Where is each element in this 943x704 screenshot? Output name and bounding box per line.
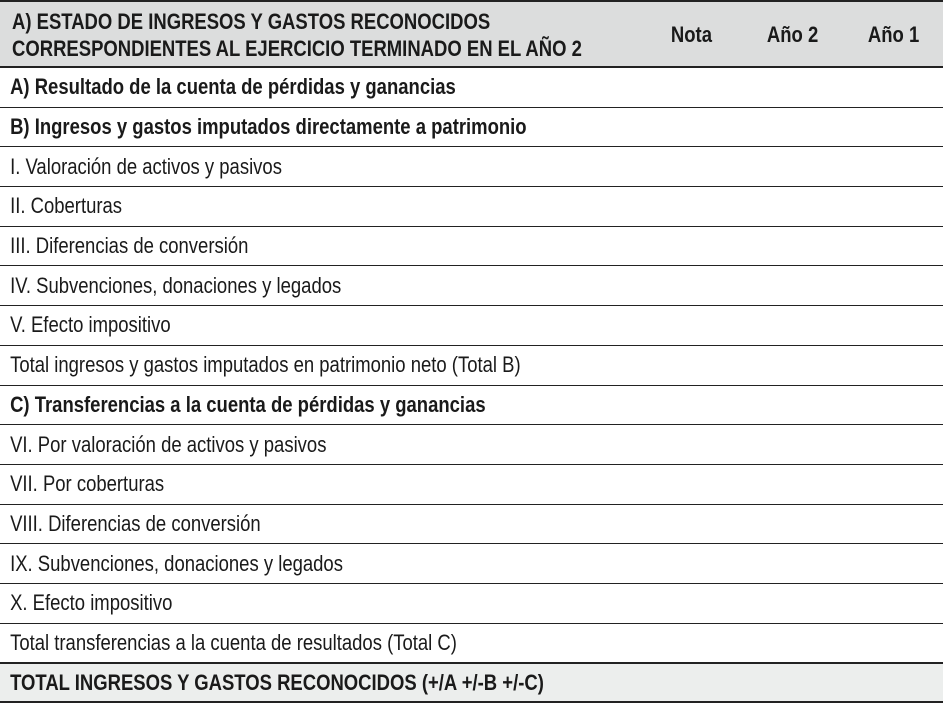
total-row-label: TOTAL INGRESOS Y GASTOS RECONOCIDOS (+/A… xyxy=(10,669,544,695)
title-line-1: A) ESTADO DE INGRESOS Y GASTOS RECONOCID… xyxy=(12,9,491,34)
column-header-nota: Nota xyxy=(670,22,712,47)
table-row: Total ingresos y gastos imputados en pat… xyxy=(0,346,943,386)
table-row: II. Coberturas xyxy=(0,187,943,227)
row-label: Total ingresos y gastos imputados en pat… xyxy=(10,352,521,378)
table-row: VI. Por valoración de activos y pasivos xyxy=(0,425,943,465)
table-row: IX. Subvenciones, donaciones y legados xyxy=(0,544,943,584)
row-label: I. Valoración de activos y pasivos xyxy=(10,153,282,179)
row-label: B) Ingresos y gastos imputados directame… xyxy=(10,114,527,140)
row-label: IX. Subvenciones, donaciones y legados xyxy=(10,550,343,576)
row-label: C) Transferencias a la cuenta de pérdida… xyxy=(10,391,486,417)
column-header-ano-2: Año 2 xyxy=(766,22,819,47)
table-row: VII. Por coberturas xyxy=(0,465,943,505)
table-row: V. Efecto impositivo xyxy=(0,306,943,346)
row-label: V. Efecto impositivo xyxy=(10,312,171,338)
column-header-ano-1: Año 1 xyxy=(867,22,920,47)
row-label: Total transferencias a la cuenta de resu… xyxy=(10,629,457,655)
row-label: X. Efecto impositivo xyxy=(10,590,173,616)
table-row: B) Ingresos y gastos imputados directame… xyxy=(0,108,943,148)
table-row: A) Resultado de la cuenta de pérdidas y … xyxy=(0,68,943,108)
table-title: A) ESTADO DE INGRESOS Y GASTOS RECONOCID… xyxy=(12,8,582,62)
table-row: VIII. Diferencias de conversión xyxy=(0,505,943,545)
table-row: Total transferencias a la cuenta de resu… xyxy=(0,624,943,664)
row-label: II. Coberturas xyxy=(10,193,123,219)
table-body: A) Resultado de la cuenta de pérdidas y … xyxy=(0,68,943,664)
table-row: IV. Subvenciones, donaciones y legados xyxy=(0,266,943,307)
table-row: I. Valoración de activos y pasivos xyxy=(0,147,943,188)
row-label: IV. Subvenciones, donaciones y legados xyxy=(10,272,342,298)
row-label: VII. Por coberturas xyxy=(10,471,165,497)
table-row: X. Efecto impositivo xyxy=(0,584,943,624)
row-label: III. Diferencias de conversión xyxy=(10,233,249,259)
title-line-2: CORRESPONDIENTES AL EJERCICIO TERMINADO … xyxy=(12,36,582,61)
table-header: A) ESTADO DE INGRESOS Y GASTOS RECONOCID… xyxy=(0,0,943,68)
table-row: III. Diferencias de conversión xyxy=(0,227,943,267)
row-label: VIII. Diferencias de conversión xyxy=(10,510,261,536)
row-label: A) Resultado de la cuenta de pérdidas y … xyxy=(10,74,456,100)
total-row: TOTAL INGRESOS Y GASTOS RECONOCIDOS (+/A… xyxy=(0,663,943,703)
row-label: VI. Por valoración de activos y pasivos xyxy=(10,431,327,457)
table-row: C) Transferencias a la cuenta de pérdida… xyxy=(0,386,943,426)
